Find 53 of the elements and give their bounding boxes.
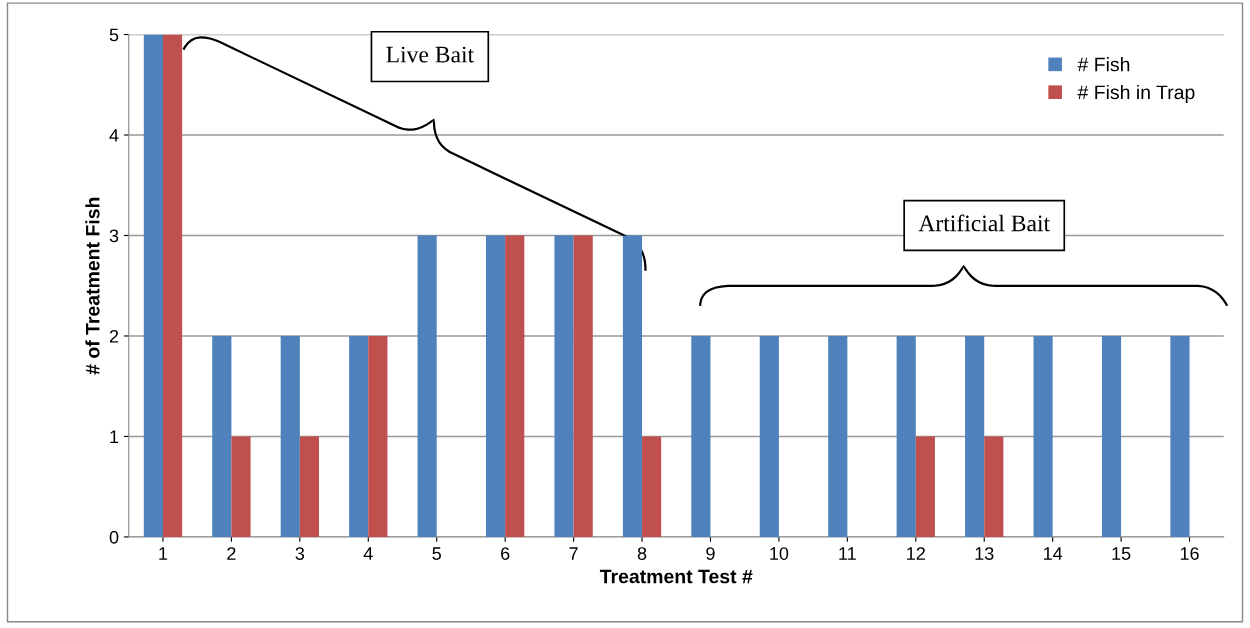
bar	[368, 335, 388, 537]
bar	[231, 436, 251, 537]
bar	[984, 436, 1004, 537]
x-tick-label: 3	[295, 547, 305, 560]
bar	[485, 235, 506, 537]
bar	[417, 235, 437, 537]
y-tick-label: 0	[109, 530, 119, 544]
bar	[1170, 335, 1190, 537]
bar	[143, 34, 163, 537]
bar	[554, 235, 574, 537]
y-tick-label: 5	[109, 28, 119, 42]
bar	[1101, 335, 1122, 537]
x-tick-label: 11	[839, 547, 856, 560]
x-tick-label: 4	[363, 547, 373, 560]
x-tick-label: 7	[569, 547, 578, 560]
x-tick-label: 9	[706, 547, 715, 560]
bar	[642, 436, 662, 537]
bar	[622, 235, 643, 537]
x-tick-label: 2	[227, 547, 236, 560]
bar	[505, 235, 525, 537]
bar	[1033, 335, 1053, 537]
bar	[349, 335, 369, 537]
y-tick-label: 2	[109, 329, 119, 343]
x-tick-label: 15	[1112, 547, 1131, 560]
y-tick-label: 1	[110, 430, 119, 443]
bar	[212, 335, 232, 537]
x-tick-label: 13	[975, 547, 994, 560]
annotation: Live Bait	[386, 46, 474, 63]
x-tick-label: 1	[159, 547, 168, 560]
bar	[828, 335, 848, 537]
x-tick-label: 10	[770, 547, 789, 560]
x-tick-label: 14	[1043, 547, 1063, 560]
bar	[896, 335, 916, 537]
bar	[691, 335, 711, 537]
annotation: Artificial Bait	[918, 214, 1050, 232]
bar	[162, 34, 183, 537]
y-tick-label: 4	[109, 129, 119, 142]
x-tick-label: 6	[501, 547, 510, 560]
legend-label: # Fish	[1077, 57, 1130, 72]
y-axis-title: # of Treatment Fish	[85, 197, 100, 375]
legend-label: # Fish in Trap	[1077, 84, 1195, 104]
y-tick-label: 3	[109, 229, 119, 243]
x-tick-label: 12	[907, 547, 925, 560]
bar	[759, 335, 779, 537]
bar	[280, 335, 300, 537]
x-axis-title: Treatment Test #	[599, 569, 753, 584]
x-tick-label: 16	[1180, 547, 1199, 560]
bar	[299, 436, 320, 537]
x-tick-label: 5	[432, 547, 441, 560]
bar	[965, 335, 985, 537]
x-tick-label: 8	[637, 547, 647, 560]
bar	[573, 235, 593, 537]
bar	[915, 436, 935, 537]
